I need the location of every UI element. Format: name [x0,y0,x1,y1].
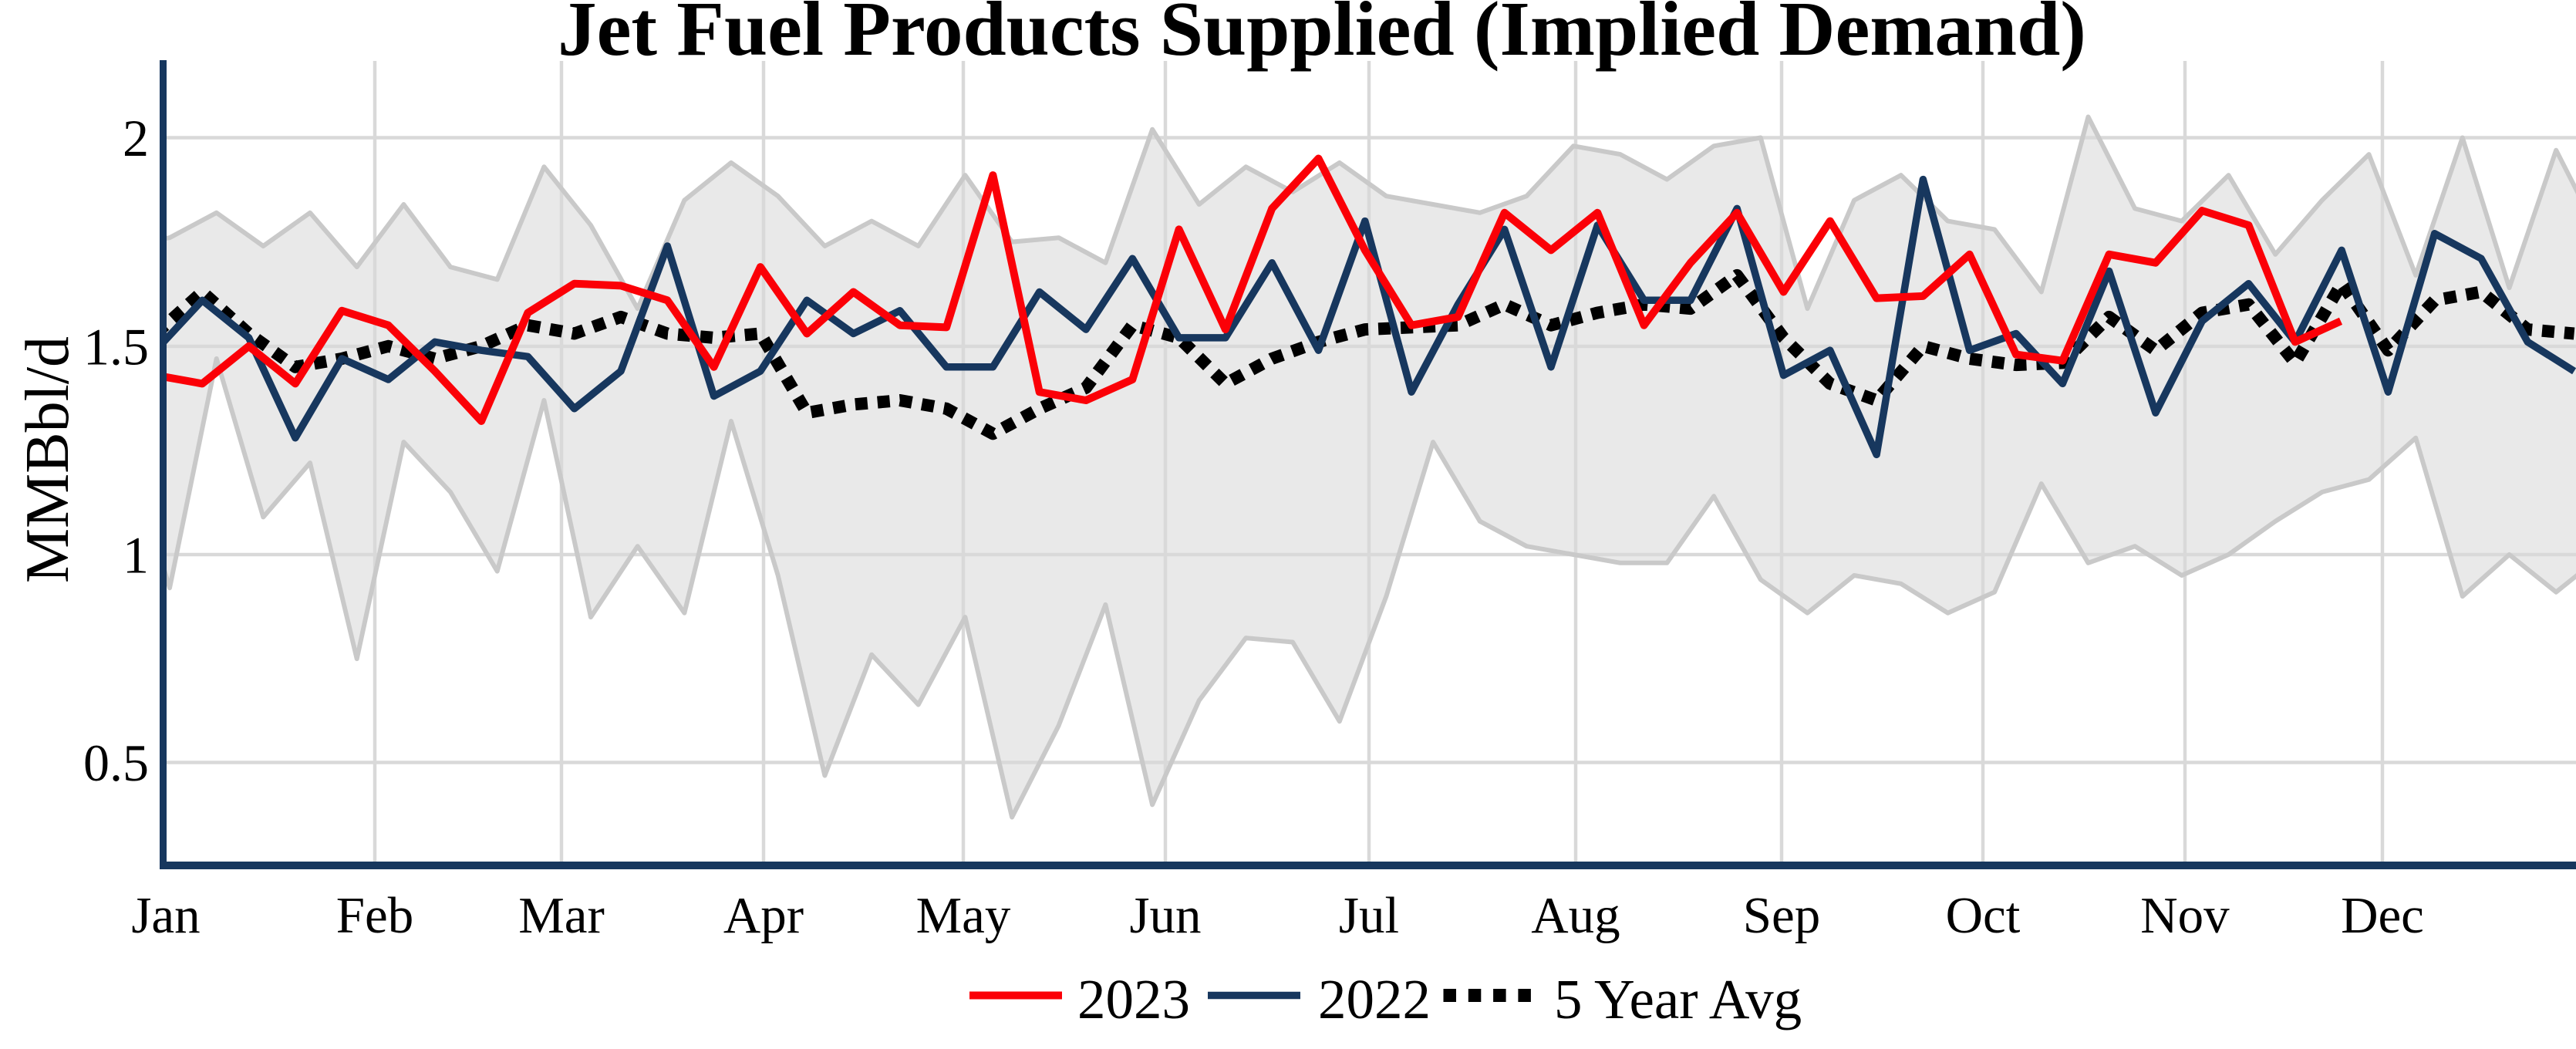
svg-text:May: May [916,887,1011,944]
svg-text:Jet Fuel Products Supplied (Im: Jet Fuel Products Supplied (Implied Dema… [558,0,2086,72]
svg-text:Feb: Feb [336,887,414,944]
svg-text:Mar: Mar [518,887,605,944]
svg-text:MMBbl/d: MMBbl/d [14,336,82,583]
svg-text:Jan: Jan [131,887,200,944]
svg-text:Jul: Jul [1339,887,1399,944]
svg-text:Jun: Jun [1129,887,1201,944]
svg-text:Oct: Oct [1946,887,2021,944]
svg-text:2: 2 [123,109,149,167]
svg-text:5 Year Avg: 5 Year Avg [1554,968,1802,1030]
svg-text:0.5: 0.5 [83,734,149,792]
svg-text:Nov: Nov [2140,887,2230,944]
svg-text:1.5: 1.5 [83,318,149,376]
svg-text:Sep: Sep [1743,887,1821,944]
svg-text:2022: 2022 [1318,968,1431,1030]
svg-text:Aug: Aug [1531,887,1620,944]
svg-text:2023: 2023 [1077,968,1190,1030]
svg-text:Apr: Apr [723,887,804,944]
svg-text:Dec: Dec [2341,887,2424,944]
svg-text:1: 1 [123,526,149,585]
